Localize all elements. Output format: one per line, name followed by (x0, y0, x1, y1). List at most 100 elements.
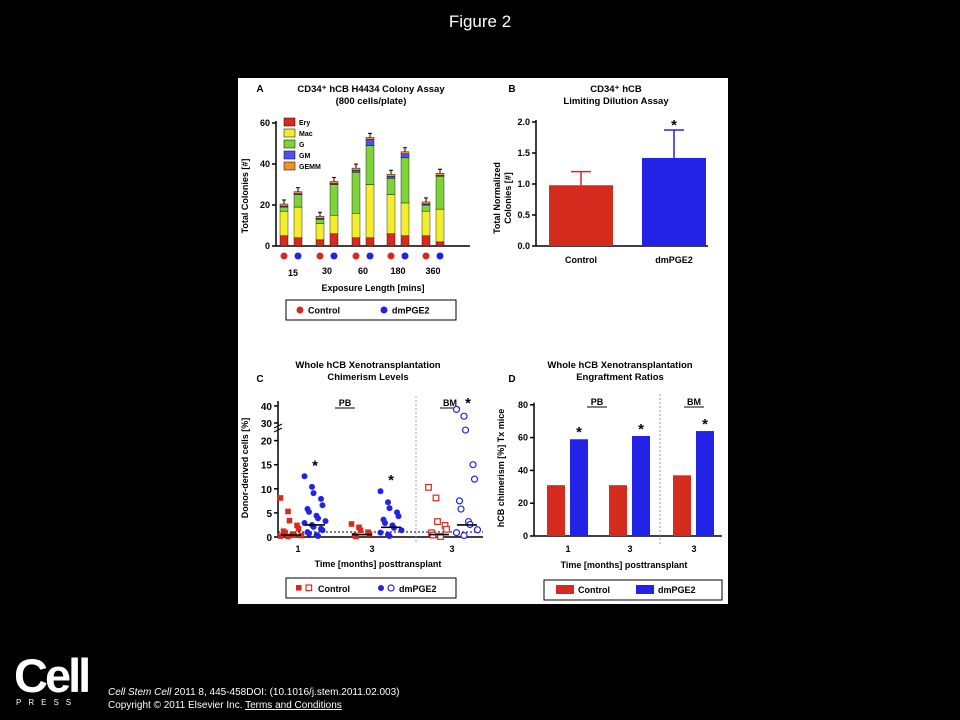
panel-a-bar-segment (315, 219, 325, 224)
panel-a-legend-swatch (283, 117, 296, 127)
panel-a-control-dot (352, 252, 360, 260)
panel-d-legend-control-label: Control (578, 585, 610, 595)
panel-a-legend-dmpge2-label: dmPGE2 (392, 306, 430, 316)
panel-c-control-point (294, 522, 300, 529)
panel-c-dmpge2-point (452, 405, 461, 413)
panel-c-dmpge2-point (310, 490, 317, 497)
panel-c-legend-box (285, 577, 457, 599)
panel-a-control-dot (316, 252, 324, 260)
panel-b-significance-star: * (671, 117, 677, 134)
panel-c-control-point (277, 495, 284, 501)
panel-a-x-tick-label: 30 (322, 266, 332, 276)
panel-a-x-tick-label: 60 (358, 266, 368, 276)
panel-c-control-point (282, 529, 288, 536)
panel-c-y-tick-label: 0 (266, 533, 272, 544)
panel-d-engraftment-chart: D Whole hCB XenotransplantationEngraftmen… (496, 360, 723, 601)
panel-c-y-tick-label: 5 (266, 509, 272, 520)
citation-journal: Cell Stem Cell (108, 687, 172, 698)
panel-c-y-axis-label: Donor-derived cells [%] (240, 418, 250, 519)
panel-a-dmpge2-dot (366, 252, 374, 260)
panel-a-bar-segment (365, 139, 375, 146)
panel-a-bar-segment (386, 176, 396, 179)
panel-a-legend-dmpge2-marker (380, 306, 388, 314)
panel-c-control-point (434, 518, 441, 525)
panel-c-dmpge2-point (385, 499, 391, 506)
panel-a-bar-segment (400, 153, 410, 159)
panel-a-x-tick-label: 360 (425, 266, 440, 276)
cell-press-logo: Cell PRESS (14, 652, 91, 707)
panel-a-title: CD34⁺ hCB H4434 Colony Assay (297, 84, 445, 95)
panel-a-bar-segment (421, 201, 431, 205)
panel-a-bar-segment (386, 233, 396, 247)
figure-panel: A CD34⁺ hCB H4434 Colony Assay (800 cells/… (238, 78, 728, 604)
panel-d-y-tick-label: 60 (518, 433, 528, 443)
panel-a-bar-segment (315, 216, 325, 219)
panel-a-colony-assay-chart: A CD34⁺ hCB H4434 Colony Assay(800 cells/… (240, 84, 470, 321)
panel-a-bar-segment (351, 167, 361, 171)
panel-b-bar (549, 185, 613, 246)
panel-b-letter: B (508, 84, 515, 95)
panel-d-x-tick-label: 3 (691, 544, 696, 554)
panel-a-legend-label: Ery (299, 120, 310, 127)
panel-a-control-dot (422, 252, 430, 260)
panel-c-dmpge2-point (460, 531, 468, 540)
panel-d-section-label-bm: BM (687, 397, 701, 407)
panel-a-bar-segment (386, 194, 396, 234)
panel-c-control-point (285, 533, 291, 540)
panel-c-y-tick-label: 40 (261, 402, 273, 413)
panel-c-y-tick-label: 20 (261, 437, 273, 448)
panel-c-dmpge2-point (319, 527, 326, 534)
panel-a-bar-segment (329, 215, 339, 234)
panel-c-control-point (356, 524, 362, 531)
panel-a-y-tick-label: 20 (260, 200, 270, 210)
panel-c-x-tick-label: 3 (369, 544, 374, 554)
panel-a-bar-segment (279, 206, 289, 212)
panel-c-section-label-bm: BM (443, 398, 457, 408)
panel-d-y-tick-label: 20 (518, 498, 528, 508)
panel-b-x-tick-label: dmPGE2 (655, 255, 693, 265)
panel-c-significance-star: * (465, 395, 471, 412)
panel-c-control-point (432, 494, 440, 502)
panel-d-subtitle: Engraftment Ratios (576, 372, 664, 383)
panel-d-x-axis-label: Time [months] posttransplant (561, 560, 688, 570)
panel-c-control-point (425, 483, 432, 491)
panel-a-x-axis-label: Exposure Length [mins] (321, 283, 424, 293)
panel-a-control-dot (387, 252, 395, 260)
panel-a-bar-segment (386, 178, 396, 195)
panel-d-legend-box (543, 579, 723, 601)
panel-a-legend-swatch (283, 150, 296, 160)
panel-d-control-bar (547, 485, 565, 536)
panel-c-control-point (357, 527, 364, 534)
panel-b-y-axis-label-2: Colonies [#] (503, 172, 513, 224)
panel-a-legend-label: G (299, 142, 305, 149)
panel-a-bar-segment (293, 194, 303, 208)
panel-c-legend-control-open (305, 584, 313, 592)
panel-a-bar-segment (365, 184, 375, 238)
copyright: Copyright © 2011 Elsevier Inc. (108, 700, 243, 711)
panel-d-y-axis-label: hCB chimerism [%] Tx mice (496, 409, 506, 528)
panel-c-dmpge2-point (469, 461, 477, 469)
panel-a-bar-segment (279, 210, 289, 236)
panel-c-legend-control-filled (296, 585, 302, 591)
panel-a-bar-segment (315, 223, 325, 241)
panel-a-y-tick-label: 0 (265, 241, 270, 251)
panel-c-control-point (286, 517, 293, 524)
panel-d-legend-dmpge2-label: dmPGE2 (658, 585, 696, 595)
panel-a-control-dot (280, 252, 288, 260)
panel-a-bar-segment (435, 176, 445, 210)
panel-b-bar (642, 157, 706, 246)
panel-d-control-bar (673, 475, 691, 536)
panel-a-legend-swatch (283, 161, 296, 171)
panel-d-letter: D (508, 374, 515, 385)
panel-c-control-point (443, 525, 450, 533)
terms-link[interactable]: Terms and Conditions (245, 700, 342, 711)
panel-c-dmpge2-point (319, 502, 326, 509)
panel-c-significance-star: * (388, 472, 394, 489)
panel-c-control-point (298, 532, 305, 539)
panel-c-dmpge2-point (322, 518, 329, 525)
panel-a-dmpge2-dot (436, 252, 444, 260)
panel-a-bar-segment (315, 239, 325, 247)
panel-a-bar-segment (386, 174, 396, 177)
panel-a-dmpge2-dot (330, 252, 338, 260)
panel-d-title: Whole hCB Xenotransplantation (547, 360, 692, 371)
